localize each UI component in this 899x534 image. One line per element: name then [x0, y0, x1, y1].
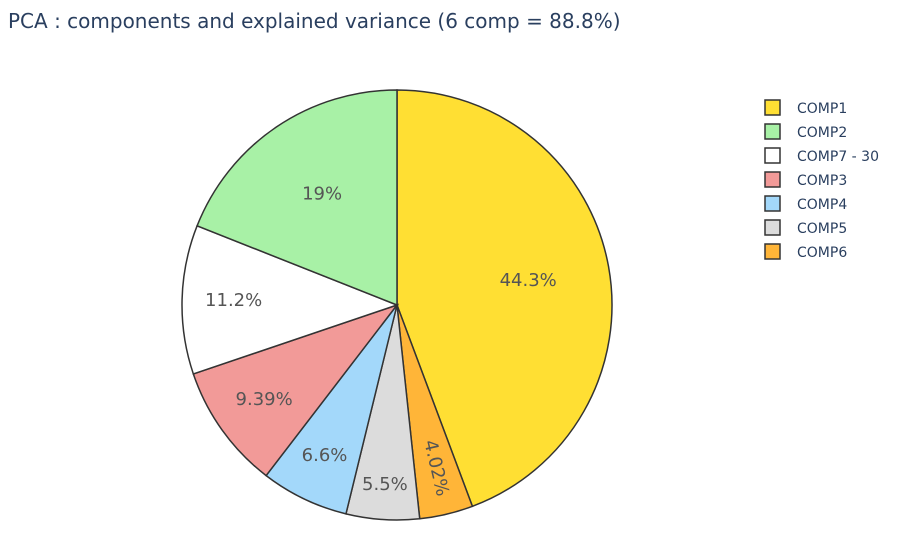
legend-item-label[interactable]: COMP5 — [797, 221, 847, 237]
chart-title: PCA : components and explained variance … — [8, 9, 621, 33]
legend-swatch[interactable] — [764, 99, 781, 116]
pie-slice-label: 11.2% — [205, 290, 262, 311]
legend-item-label[interactable]: COMP4 — [797, 197, 847, 213]
pie-slice-comp7-30 — [181, 224, 400, 375]
legend-swatch[interactable] — [764, 219, 781, 236]
legend-item-label[interactable]: COMP1 — [797, 101, 847, 117]
pie-slice-label: 5.5% — [362, 474, 408, 495]
legend-item-label[interactable]: COMP7 - 30 — [797, 149, 879, 165]
pie-slice-comp3 — [192, 303, 400, 477]
legend-swatch[interactable] — [764, 123, 781, 140]
legend-item-label[interactable]: COMP6 — [797, 245, 847, 261]
legend-swatch[interactable] — [764, 243, 781, 260]
legend-swatch[interactable] — [764, 171, 781, 188]
pie-slice-label: 44.3% — [500, 270, 557, 291]
legend-item-label[interactable]: COMP2 — [797, 125, 847, 141]
legend-swatch[interactable] — [764, 195, 781, 212]
pie-slice-label: 19% — [302, 184, 342, 205]
pie-slice-comp1 — [396, 89, 613, 508]
legend-item-label[interactable]: COMP3 — [797, 173, 847, 189]
legend: COMP1 COMP2 COMP7 - 30 COMP3 COMP4 COMP5 COMP6 — [764, 99, 879, 261]
legend-swatch[interactable] — [764, 147, 781, 164]
pie-slice-comp2 — [196, 89, 398, 307]
pie-slice-label: 6.6% — [302, 445, 348, 466]
pie-slice-label: 9.39% — [236, 389, 293, 410]
pie-slices — [181, 89, 613, 521]
